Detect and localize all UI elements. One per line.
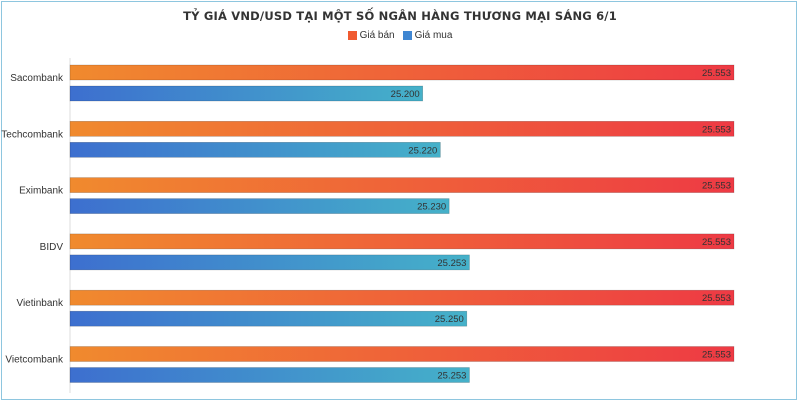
category-label: Eximbank <box>19 186 64 197</box>
bar-sell[interactable] <box>69 346 735 362</box>
category-label: Sacombank <box>10 73 64 84</box>
legend-item-buy[interactable]: Giá mua <box>402 30 453 41</box>
bar-sell[interactable] <box>69 121 735 137</box>
bar-buy[interactable] <box>69 254 470 271</box>
legend-item-sell[interactable]: Giá bán <box>347 30 395 41</box>
bar-sell[interactable] <box>69 289 735 306</box>
data-label-buy: 25.250 <box>435 314 464 325</box>
data-label-sell: 25.553 <box>702 350 731 361</box>
bar-buy[interactable] <box>69 198 450 214</box>
data-label-sell: 25.553 <box>702 293 731 304</box>
bar-buy[interactable] <box>69 310 468 327</box>
bar-buy[interactable] <box>69 85 424 102</box>
data-label-buy: 25.253 <box>437 371 466 382</box>
data-label-buy: 25.253 <box>437 258 466 269</box>
bar-buy[interactable] <box>69 142 441 158</box>
chart-legend: Giá bán Giá mua <box>0 30 800 41</box>
legend-swatch-buy <box>402 31 412 40</box>
chart-title: TỶ GIÁ VND/USD TẠI MỘT SỐ NGÂN HÀNG THƯƠ… <box>183 9 617 23</box>
data-label-buy: 25.230 <box>417 202 446 213</box>
bar-sell[interactable] <box>69 233 735 250</box>
bar-buy[interactable] <box>69 367 470 383</box>
data-label-sell: 25.553 <box>702 124 731 135</box>
legend-label-buy: Giá mua <box>414 30 453 41</box>
data-label-sell: 25.553 <box>702 237 731 248</box>
bar-sell[interactable] <box>69 64 735 81</box>
category-label: Vietcombank <box>5 355 64 366</box>
data-label-sell: 25.553 <box>702 181 731 192</box>
data-label-sell: 25.553 <box>702 68 731 79</box>
legend-swatch-sell <box>347 31 357 40</box>
category-label: Vietinbank <box>16 298 64 309</box>
legend-label-sell: Giá bán <box>359 30 395 41</box>
category-label: BIDV <box>40 242 64 253</box>
category-label: Techcombank <box>1 129 64 140</box>
bar-sell[interactable] <box>69 177 735 193</box>
data-label-buy: 25.200 <box>391 89 420 100</box>
data-label-buy: 25.220 <box>408 145 437 156</box>
